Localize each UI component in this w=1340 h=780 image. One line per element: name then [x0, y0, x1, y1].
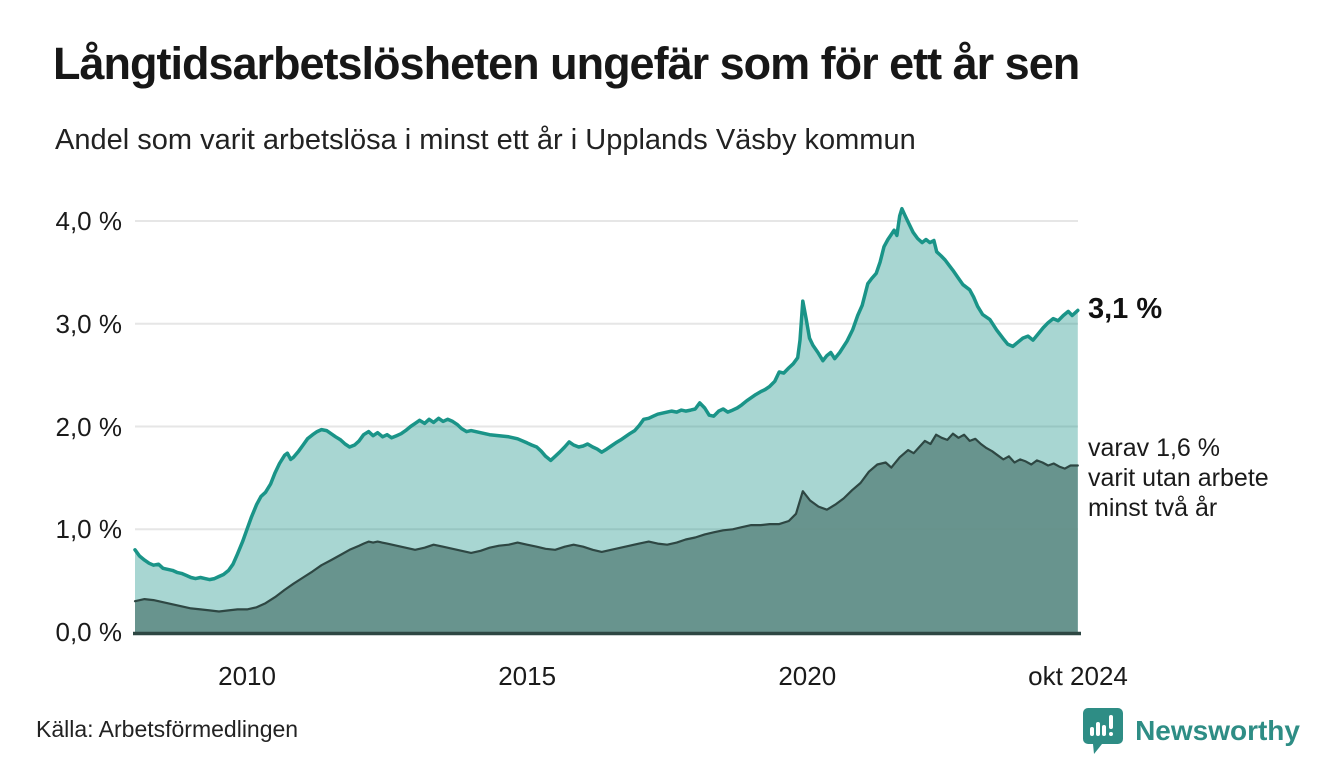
series-area-1 — [135, 433, 1078, 632]
series-line-0 — [133, 206, 1080, 582]
two-year-series-label: varav 1,6 % varit utan arbete minst två … — [1088, 433, 1269, 522]
y-tick-label: 0,0 % — [55, 617, 123, 647]
newsworthy-logo-icon — [1083, 708, 1124, 754]
x-tick-label: 2015 — [498, 661, 557, 691]
x-tick-label: 2010 — [218, 661, 276, 691]
newsworthy-wordmark: Newsworthy — [1135, 715, 1300, 746]
x-tick-label: 2020 — [778, 661, 837, 691]
latest-value-label: 3,1 % — [1088, 293, 1163, 326]
y-tick-label: 2,0 % — [55, 411, 123, 442]
x-tick-label: okt 2024 — [1028, 661, 1128, 691]
y-tick-label: 1,0 % — [55, 514, 123, 545]
y-tick-label: 3,0 % — [55, 308, 123, 339]
series-line-1 — [133, 432, 1079, 613]
source-credit: Källa: Arbetsförmedlingen — [36, 716, 299, 742]
chart-subtitle: Andel som varit arbetslösa i minst ett å… — [55, 124, 916, 156]
page-title: Långtidsarbetslösheten ungefär som för e… — [53, 38, 1080, 89]
newsworthy-logo: Newsworthy — [1081, 706, 1300, 756]
y-tick-label: 4,0 % — [55, 206, 123, 236]
